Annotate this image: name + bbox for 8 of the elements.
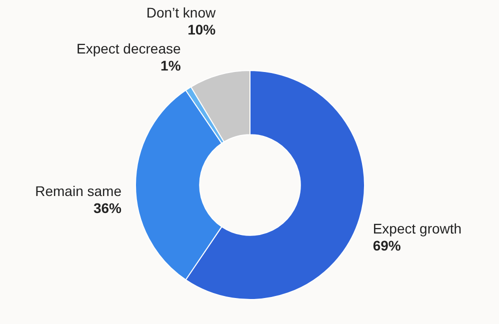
slice-label: Don’t know [146, 4, 216, 21]
data-label: 69% [372, 238, 402, 254]
slice-label: Expect decrease [76, 40, 181, 57]
data-label: 1% [160, 58, 182, 74]
data-label: 10% [188, 22, 216, 38]
slice-label: Remain same [35, 182, 122, 199]
data-label: 36% [93, 200, 122, 216]
slice-label: Expect growth [372, 220, 462, 237]
